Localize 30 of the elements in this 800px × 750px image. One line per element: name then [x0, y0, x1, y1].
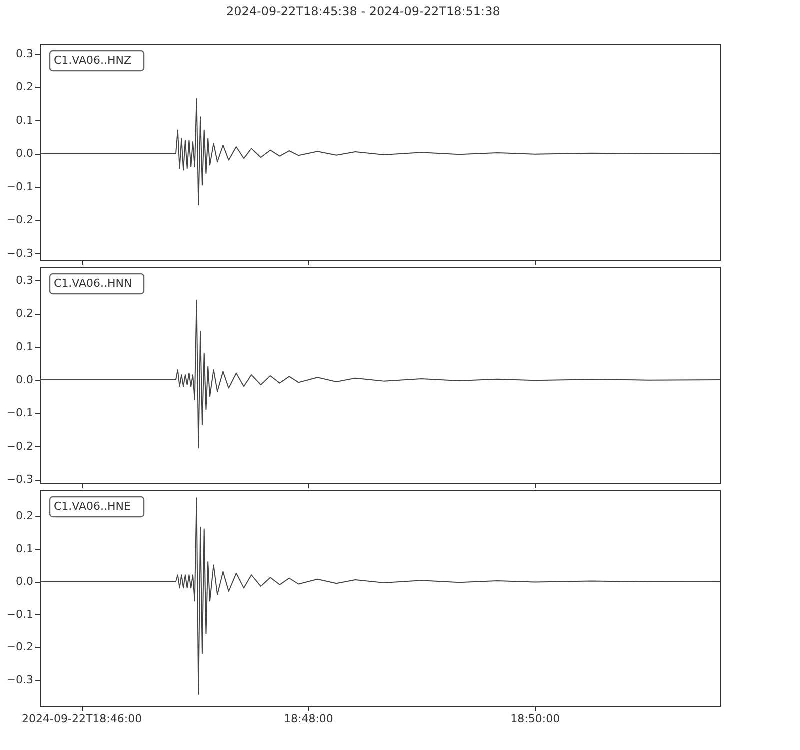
y-tick-label: 0.2 — [16, 307, 34, 320]
x-tick-label: 18:50:00 — [510, 712, 560, 726]
y-tick-label: −0.3 — [6, 246, 34, 260]
y-tick-label: 0.3 — [16, 47, 34, 60]
line-series — [40, 498, 720, 696]
y-tick-label: −0.3 — [6, 473, 34, 486]
y-tick-label: 0.2 — [16, 80, 34, 94]
y-tick-label: 0.0 — [16, 575, 34, 588]
y-tick-label: 0.1 — [16, 340, 34, 354]
y-tick-label: 0.0 — [16, 147, 34, 160]
y-tick-label: −0.2 — [6, 440, 34, 453]
y-tick-label: −0.3 — [6, 673, 34, 686]
y-tick-label: 0.0 — [16, 373, 34, 386]
y-tick-label: 0.1 — [16, 542, 34, 556]
y-tick-label: −0.1 — [6, 608, 34, 621]
text: C1.VA06..HNN — [54, 277, 132, 290]
line-series — [40, 98, 720, 206]
y-tick-label: −0.2 — [6, 640, 34, 654]
y-tick-label: −0.2 — [6, 214, 34, 227]
x-tick-label: 2024-09-22T18:46:00 — [22, 712, 142, 726]
y-tick-label: 0.2 — [16, 510, 34, 523]
text: C1.VA06..HNE — [54, 500, 132, 513]
text: C1.VA06..HNZ — [54, 54, 132, 67]
line-series — [40, 300, 720, 449]
y-tick-label: −0.1 — [6, 180, 34, 194]
chart-title: 2024-09-22T18:45:38 - 2024-09-22T18:51:38 — [226, 4, 500, 18]
y-tick-label: 0.1 — [16, 114, 34, 127]
x-tick-label: 18:48:00 — [284, 712, 334, 726]
y-tick-label: −0.1 — [6, 406, 34, 420]
y-tick-label: 0.3 — [16, 274, 34, 287]
